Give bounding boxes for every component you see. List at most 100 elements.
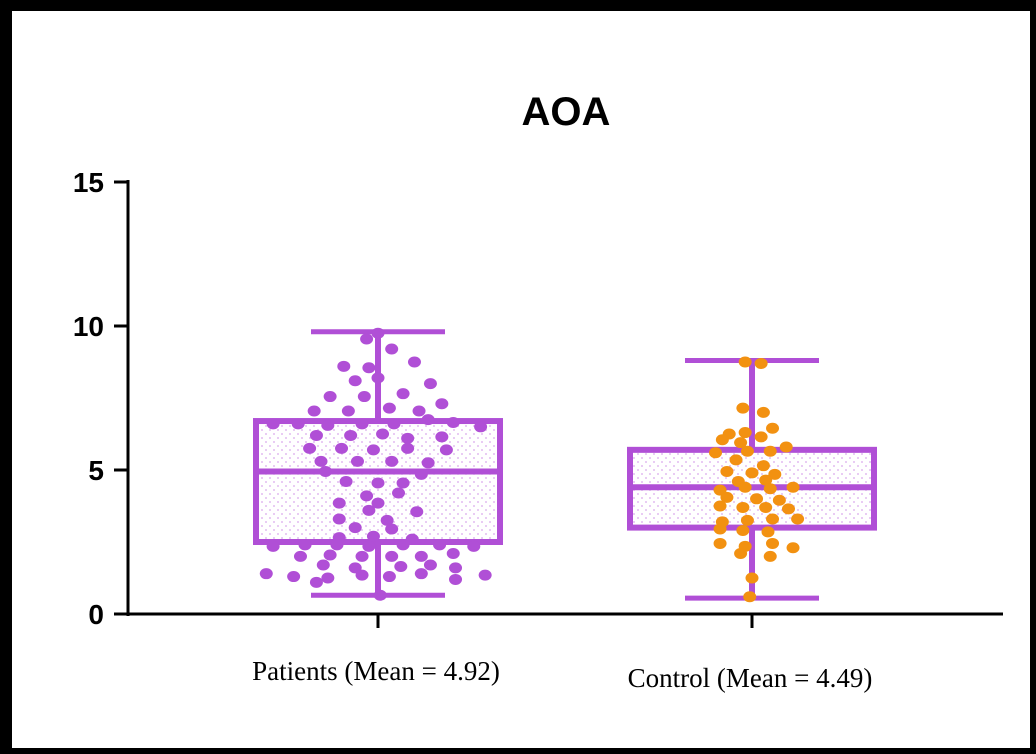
data-point: [754, 431, 768, 443]
data-point: [736, 524, 750, 536]
data-point: [738, 427, 752, 439]
data-point: [316, 559, 330, 571]
data-point: [387, 418, 401, 430]
data-point: [303, 442, 317, 454]
data-point: [754, 357, 768, 369]
data-point: [763, 550, 777, 562]
data-point: [385, 343, 399, 355]
data-point: [720, 491, 734, 503]
data-point: [467, 540, 481, 552]
data-point: [405, 533, 419, 545]
data-point: [763, 445, 777, 457]
data-point: [266, 540, 280, 552]
data-point: [745, 467, 759, 479]
category-label: Patients (Mean = 4.92): [252, 656, 500, 686]
data-point: [736, 402, 750, 414]
data-point: [745, 572, 759, 584]
data-point: [385, 523, 399, 535]
data-point: [362, 504, 376, 516]
data-point: [734, 548, 748, 560]
data-point: [449, 573, 463, 585]
data-point: [423, 378, 437, 390]
data-point: [309, 429, 323, 441]
data-point: [382, 402, 396, 414]
data-point: [407, 356, 421, 368]
data-point: [736, 501, 750, 513]
data-point: [414, 550, 428, 562]
data-point: [259, 568, 273, 580]
data-point: [414, 468, 428, 480]
data-point: [435, 398, 449, 410]
y-tick-label: 0: [88, 599, 104, 630]
data-point: [344, 429, 358, 441]
data-point: [335, 442, 349, 454]
data-point: [756, 406, 770, 418]
data-point: [321, 572, 335, 584]
data-point: [355, 569, 369, 581]
data-point: [734, 437, 748, 449]
data-point: [412, 405, 426, 417]
data-point: [772, 494, 786, 506]
data-point: [401, 442, 415, 454]
data-point: [323, 549, 337, 561]
data-point: [435, 431, 449, 443]
data-point: [756, 460, 770, 472]
data-point: [759, 501, 773, 513]
data-point: [309, 576, 323, 588]
data-point: [355, 418, 369, 430]
data-point: [439, 444, 453, 456]
data-point: [396, 539, 410, 551]
data-point: [715, 434, 729, 446]
data-point: [449, 562, 463, 574]
data-point: [761, 526, 775, 538]
data-point: [738, 481, 752, 493]
box-group: [627, 356, 877, 603]
data-point: [360, 333, 374, 345]
data-point: [371, 497, 385, 509]
data-point: [362, 540, 376, 552]
data-point: [743, 591, 757, 603]
data-point: [287, 571, 301, 583]
data-point: [740, 514, 754, 526]
data-point: [713, 523, 727, 535]
chart-title: AOA: [522, 90, 611, 134]
data-point: [348, 522, 362, 534]
data-point: [385, 550, 399, 562]
category-labels: Patients (Mean = 4.92) Control (Mean = 4.…: [252, 656, 872, 693]
data-point: [394, 560, 408, 572]
data-point: [392, 487, 406, 499]
data-point: [371, 372, 385, 384]
data-point: [786, 542, 800, 554]
y-tick-label: 10: [73, 311, 104, 342]
data-point: [750, 493, 764, 505]
data-point: [779, 441, 793, 453]
data-point: [366, 530, 380, 542]
data-point: [293, 550, 307, 562]
data-point: [339, 476, 353, 488]
data-point: [314, 455, 328, 467]
data-point: [380, 514, 394, 526]
data-point: [332, 497, 346, 509]
data-point: [786, 481, 800, 493]
data-point: [766, 537, 780, 549]
y-tick-label: 15: [73, 167, 104, 198]
data-point: [729, 454, 743, 466]
data-point: [414, 568, 428, 580]
data-point: [738, 356, 752, 368]
category-label: Control (Mean = 4.49): [628, 663, 873, 693]
data-point: [332, 513, 346, 525]
data-point: [709, 447, 723, 459]
data-point: [759, 474, 773, 486]
data-point: [321, 419, 335, 431]
data-point: [291, 418, 305, 430]
data-point: [366, 444, 380, 456]
data-point: [385, 455, 399, 467]
data-point: [348, 375, 362, 387]
data-point: [768, 468, 782, 480]
data-point: [410, 506, 424, 518]
data-point: [401, 432, 415, 444]
data-point: [720, 465, 734, 477]
data-point: [376, 428, 390, 440]
